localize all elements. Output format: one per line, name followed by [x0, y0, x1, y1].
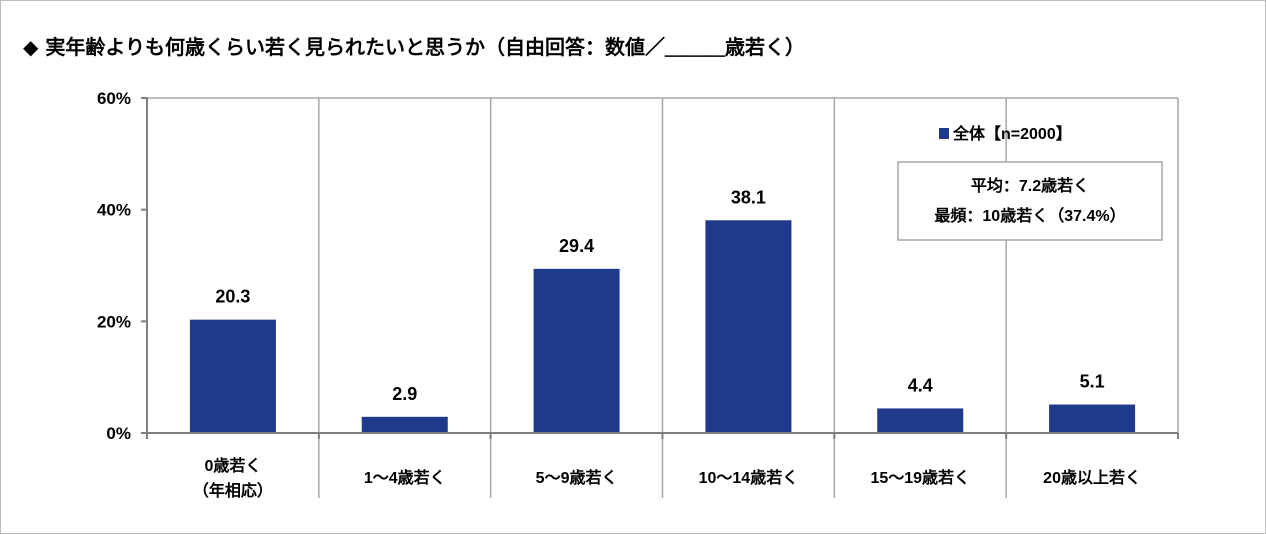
data-label: 5.1 — [1080, 372, 1105, 392]
legend: 全体【n=2000】 — [939, 124, 1072, 143]
bar — [877, 408, 964, 433]
bar — [189, 319, 276, 433]
category-label: 20歳以上若く — [1043, 468, 1141, 487]
category-label: 0歳若く — [204, 456, 261, 475]
data-label: 38.1 — [731, 187, 766, 207]
chart-title: ◆ 実年齢よりも何歳くらい若く見られたいと思うか（自由回答：数値／＿＿＿歳若く） — [23, 35, 805, 59]
bar — [705, 220, 792, 433]
bar — [533, 268, 620, 433]
axis-layer: 0% 20% 40% 60% 0歳若く （年相応） 1～4歳若く 5～9歳若く 10～14歳若く… — [97, 89, 1179, 500]
grid-layer — [147, 97, 1179, 498]
stats-line: 最頻：10歳若く（37.4%） — [934, 206, 1125, 225]
bar — [361, 416, 448, 433]
stats-line: 平均：7.2歳若く — [971, 176, 1089, 195]
bar-layer — [189, 220, 1136, 433]
category-label: 5～9歳若く — [536, 468, 618, 487]
label-layer: 20.3 2.9 29.4 38.1 4.4 5.1 — [215, 187, 1104, 404]
data-label: 4.4 — [908, 375, 933, 395]
data-label: 20.3 — [215, 287, 250, 307]
y-tick-label: 40% — [97, 201, 131, 220]
legend-label: 全体【n=2000】 — [952, 124, 1072, 143]
data-label: 2.9 — [392, 384, 417, 404]
category-label: 1～4歳若く — [364, 468, 446, 487]
category-label: 15～19歳若く — [870, 468, 970, 487]
legend-swatch — [939, 128, 949, 139]
data-label: 29.4 — [559, 236, 594, 256]
y-tick-label: 20% — [97, 312, 131, 331]
bar — [1049, 404, 1136, 433]
y-tick-label: 0% — [106, 424, 131, 443]
category-label: （年相応） — [193, 481, 273, 500]
y-tick-label: 60% — [97, 89, 131, 108]
stats-box — [897, 161, 1163, 241]
category-label: 10～14歳若く — [699, 468, 799, 487]
